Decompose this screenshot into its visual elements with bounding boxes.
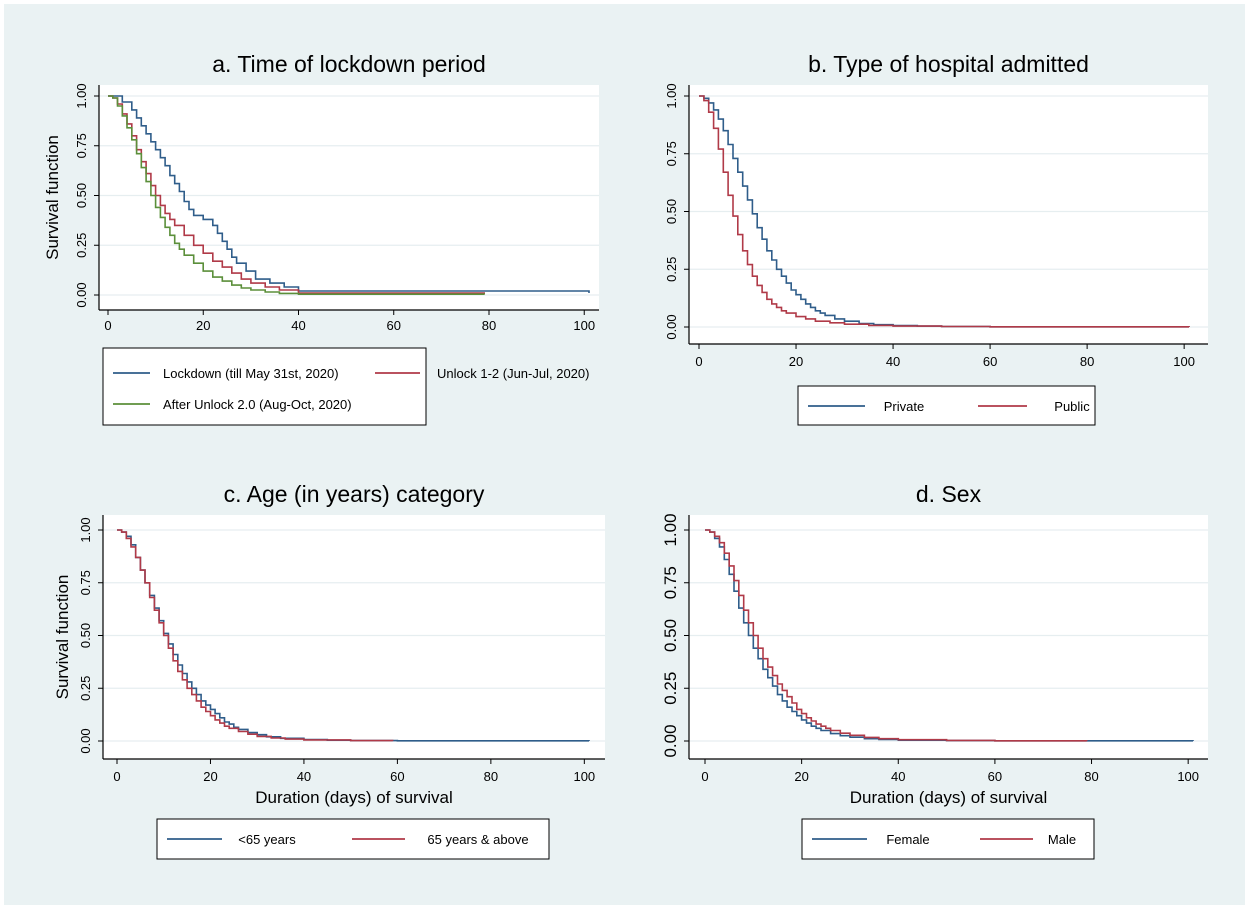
x-tick-label: 80 [1080,354,1094,369]
series-line-lockdown-till-may-31st-2020 [108,95,590,293]
x-tick-label: 0 [104,318,111,333]
y-tick-label: 0.00 [78,728,93,753]
y-tick-label: 1.00 [661,513,680,546]
chart-title: c. Age (in years) category [224,481,485,507]
x-tick-label: 80 [484,769,498,784]
x-tick-label: 20 [789,354,803,369]
series-line-after-unlock-2-0-aug-oct-2020 [108,95,485,295]
legend-label: Female [886,832,929,847]
y-tick-label: 0.00 [661,724,680,757]
series-line-65-years-above [117,529,394,742]
y-tick-label: 0.50 [664,199,679,224]
legend-label: Lockdown (till May 31st, 2020) [163,366,339,381]
y-axis-label: Survival function [43,135,62,260]
y-tick-label: 1.00 [78,517,93,542]
y-tick-label: 0.25 [74,233,89,258]
x-tick-label: 60 [390,769,404,784]
x-tick-label: 20 [794,769,808,784]
panel-d: d. Sex 0.00 0.25 0.50 0.75 1.00 0 20 40 60 80 100 Du… [661,481,1208,860]
y-tick-label: 0.75 [661,566,680,599]
y-tick-label: 0.75 [78,570,93,595]
x-tick-label: 40 [886,354,900,369]
x-tick-label: 80 [482,318,496,333]
x-tick-label: 40 [891,769,905,784]
x-tick-label: 60 [983,354,997,369]
legend-label: Public [1054,399,1090,414]
x-tick-label: 100 [1177,769,1199,784]
panel-a: a. Time of lockdown period 0.00 0.25 0.50 0.… [43,51,599,426]
x-tick-label: 20 [196,318,210,333]
y-tick-label: 0.25 [78,676,93,701]
legend-label: Male [1048,832,1076,847]
chart-title: a. Time of lockdown period [212,51,486,77]
x-axis-label: Duration (days) of survival [850,788,1047,807]
series-line-public [699,95,1190,328]
x-tick-label: 60 [387,318,401,333]
x-tick-label: 40 [297,769,311,784]
y-tick-label: 1.00 [664,83,679,108]
y-tick-label: 0.00 [74,282,89,307]
legend-label: <65 years [238,832,296,847]
x-tick-label: 0 [701,769,708,784]
y-axis-label: Survival function [53,575,72,700]
legend-label: Unlock 1-2 (Jun-Jul, 2020) [437,366,589,381]
chart-title: d. Sex [916,481,982,507]
plot-area [103,515,605,759]
chart-title: b. Type of hospital admitted [808,51,1089,77]
series-line-unlock-1-2-jun-jul-2020 [108,95,485,294]
panel-c: c. Age (in years) category 0.00 0.25 0.50 0.… [53,481,605,860]
x-tick-label: 80 [1084,769,1098,784]
legend-label: 65 years & above [427,832,528,847]
x-tick-label: 100 [573,769,595,784]
x-tick-label: 0 [113,769,120,784]
x-tick-label: 20 [203,769,217,784]
plot-area [99,85,599,310]
y-tick-label: 1.00 [74,83,89,108]
y-tick-label: 0.50 [74,183,89,208]
plot-area [689,515,1208,759]
x-tick-label: 100 [573,318,595,333]
x-tick-label: 60 [988,769,1002,784]
y-tick-label: 0.25 [661,672,680,705]
y-tick-label: 0.25 [664,257,679,282]
legend-label: After Unlock 2.0 (Aug-Oct, 2020) [163,397,352,412]
plot-area [689,85,1208,344]
panel-b: b. Type of hospital admitted 0.00 0.25 0.50… [664,51,1208,426]
y-tick-label: 0.00 [664,314,679,339]
y-tick-label: 0.50 [661,619,680,652]
legend-box [102,347,427,426]
series-line-male [705,529,1088,742]
y-tick-label: 0.75 [664,141,679,166]
y-tick-label: 0.50 [78,623,93,648]
legend-label: Private [884,399,924,414]
x-tick-label: 0 [695,354,702,369]
y-tick-label: 0.75 [74,133,89,158]
x-axis-label: Duration (days) of survival [255,788,452,807]
x-tick-label: 100 [1173,354,1195,369]
x-tick-label: 40 [291,318,305,333]
